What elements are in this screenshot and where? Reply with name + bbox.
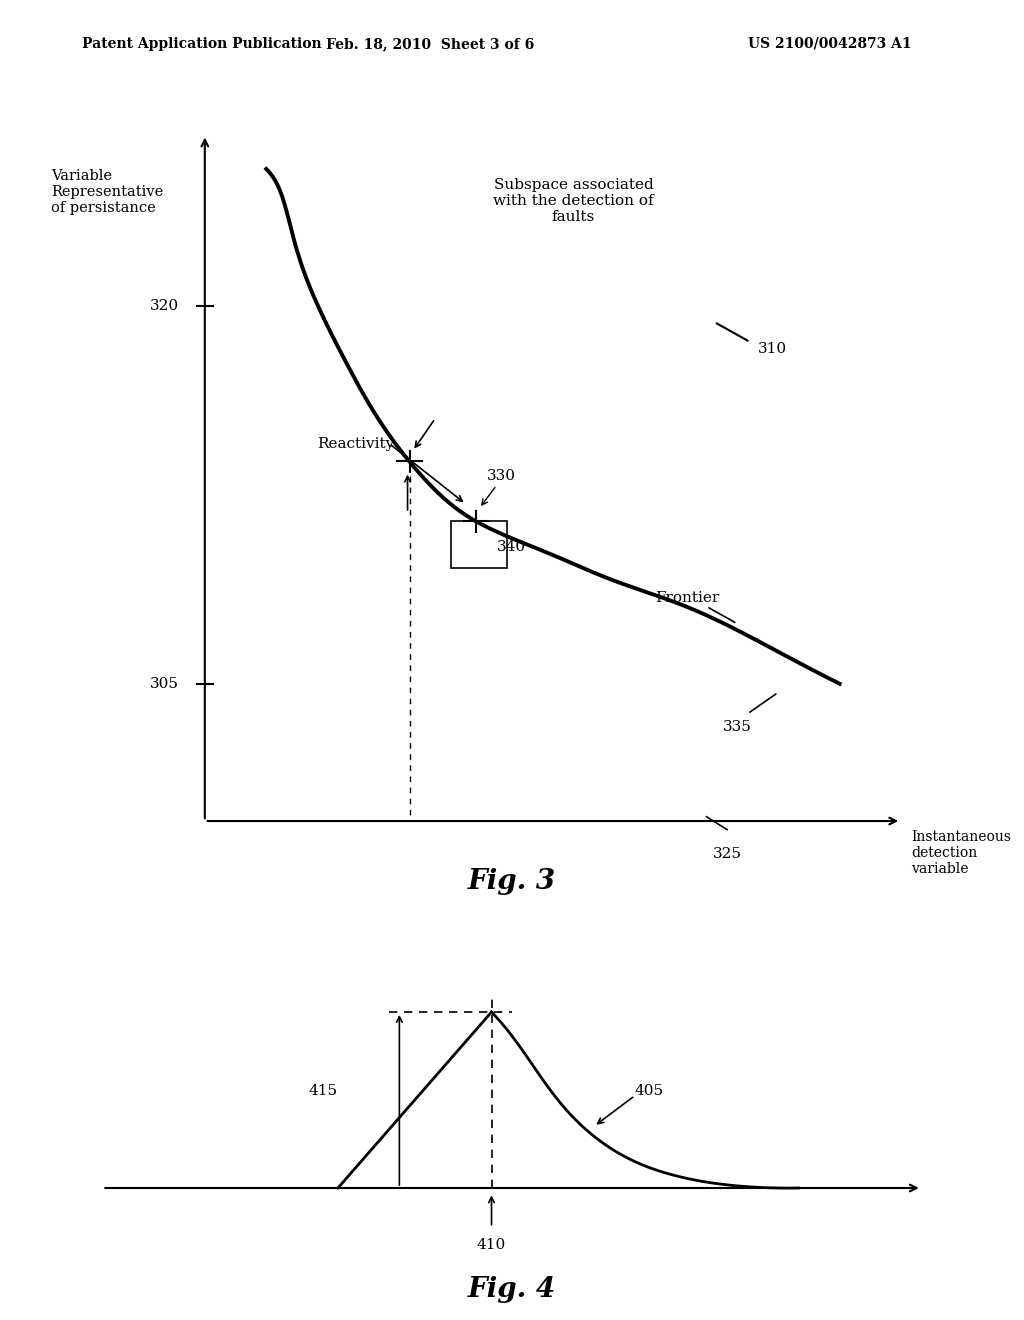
Text: 410: 410 [477,1238,506,1253]
Text: US 2100/0042873 A1: US 2100/0042873 A1 [748,37,911,51]
Text: Variable
Representative
of persistance: Variable Representative of persistance [51,169,164,215]
Text: 325: 325 [713,847,741,861]
Bar [451,521,507,569]
Text: 305: 305 [151,677,179,690]
Text: Patent Application Publication: Patent Application Publication [82,37,322,51]
Text: Instantaneous
detection
variable: Instantaneous detection variable [911,830,1012,876]
Text: Fig. 3: Fig. 3 [468,867,556,895]
Text: 415: 415 [309,1084,338,1098]
Text: 335: 335 [723,719,752,734]
Text: 320: 320 [151,300,179,313]
Text: Feb. 18, 2010  Sheet 3 of 6: Feb. 18, 2010 Sheet 3 of 6 [326,37,535,51]
Text: 340: 340 [497,540,525,554]
Text: 405: 405 [635,1084,664,1098]
Text: 310: 310 [758,342,786,356]
Text: Frontier: Frontier [655,591,720,605]
Text: 330: 330 [486,469,515,483]
Text: Reactivity: Reactivity [317,437,394,450]
Text: Subspace associated
with the detection of
faults: Subspace associated with the detection o… [494,177,653,224]
Text: Fig. 4: Fig. 4 [468,1275,556,1303]
